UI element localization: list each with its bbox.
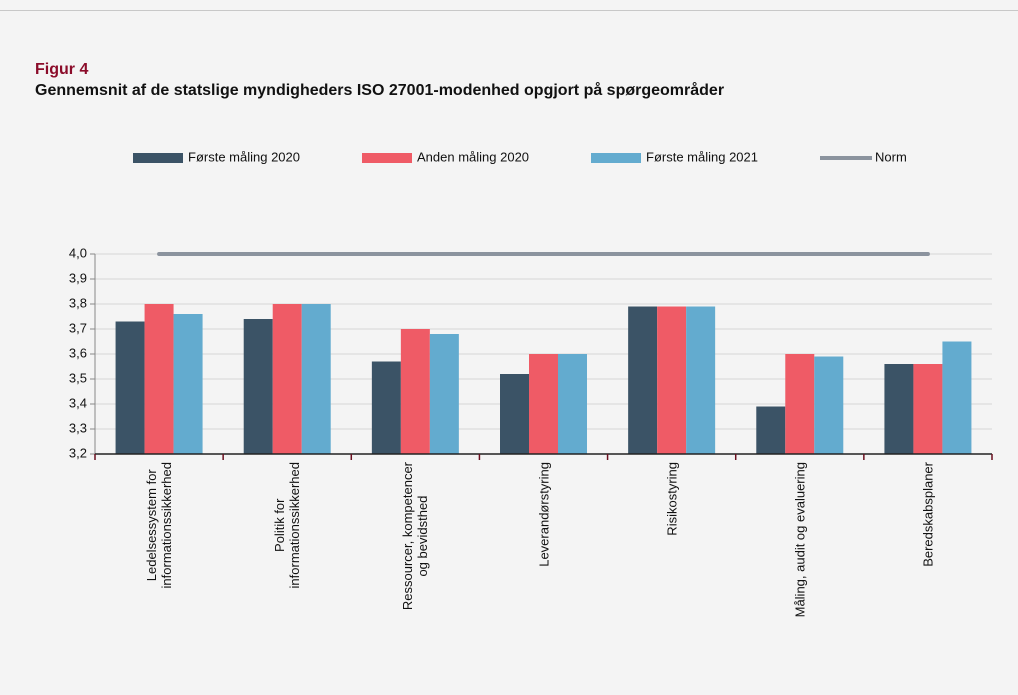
figure-label: Figur 4: [35, 61, 89, 78]
bar: [301, 304, 331, 454]
bar: [686, 306, 716, 454]
bar: [884, 364, 914, 454]
legend-swatch: [362, 153, 412, 163]
legend-label: Første måling 2021: [646, 149, 758, 164]
legend-swatch: [133, 153, 183, 163]
x-tick-label: Leverandørstyring: [536, 462, 551, 567]
y-tick-label: 3,2: [69, 445, 87, 460]
x-tick-label: Beredskabsplaner: [920, 462, 936, 567]
y-tick-label: 3,6: [69, 345, 87, 360]
bar: [173, 314, 203, 454]
y-tick-label: 3,5: [69, 370, 87, 385]
x-tick-label: Politik for informationssikkerhed: [272, 462, 303, 589]
bar: [371, 361, 401, 454]
y-tick-label: 4,0: [69, 245, 87, 260]
y-tick-label: 3,8: [69, 295, 87, 310]
legend-swatch: [591, 153, 641, 163]
bar: [144, 304, 174, 454]
bar: [558, 354, 587, 454]
legend-label: Første måling 2020: [188, 149, 300, 164]
bar: [628, 306, 658, 454]
x-tick-label: Risikostyring: [664, 462, 680, 536]
x-tick-label: Måling, audit og evaluering: [792, 462, 808, 618]
bar: [657, 306, 687, 454]
chart-title: Gennemsnit af de statslige myndigheders …: [35, 82, 725, 99]
bar: [756, 406, 786, 454]
y-tick-label: 3,3: [69, 420, 87, 435]
legend-label: Anden måling 2020: [417, 149, 529, 164]
bar: [500, 374, 529, 454]
bar: [942, 341, 972, 454]
x-tick-label: Ledelsessystem for informationssikkerhed: [144, 462, 175, 589]
y-tick-label: 3,9: [69, 270, 87, 285]
bar: [429, 334, 459, 454]
bar: [814, 356, 844, 454]
legend-label: Norm: [875, 149, 907, 164]
bar: [400, 329, 430, 454]
bar: [913, 364, 943, 454]
bar: [272, 304, 302, 454]
y-tick-label: 3,7: [69, 320, 87, 335]
x-tick-label: Ressourcer, kompetencer og bevidsthed: [400, 462, 431, 611]
bar: [115, 321, 145, 454]
top-rule: [0, 10, 1018, 11]
bar: [243, 319, 273, 454]
bar: [529, 354, 558, 454]
bar: [785, 354, 815, 454]
y-tick-label: 3,4: [69, 395, 87, 410]
